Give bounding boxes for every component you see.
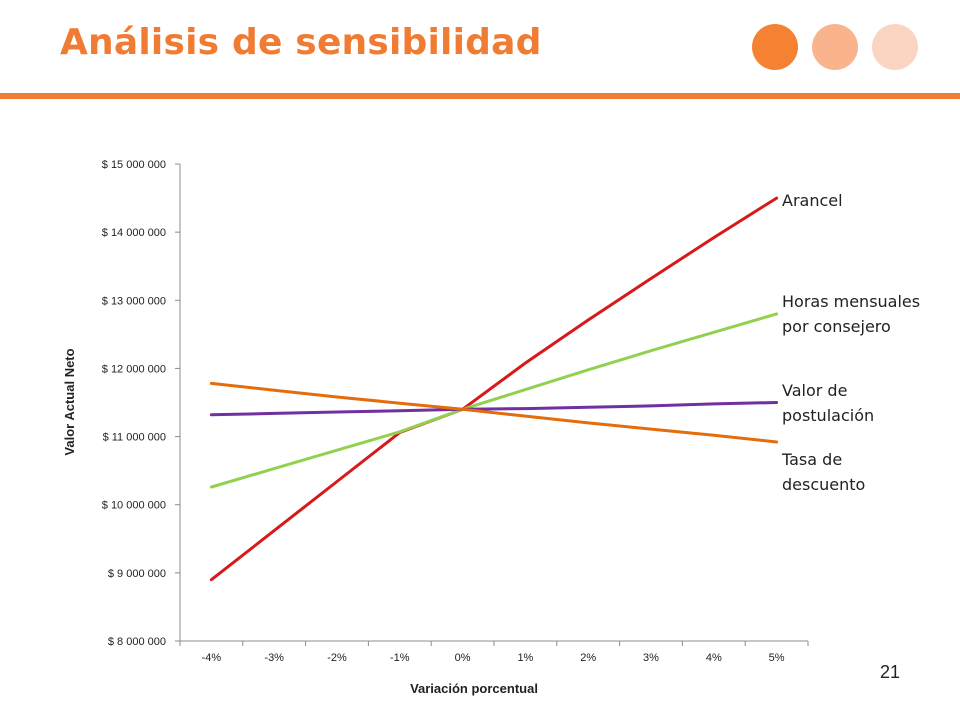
series-label-arancel: Arancel	[782, 191, 843, 210]
decorative-circle-medium	[812, 24, 858, 70]
series-label-horas-mensuales-por-consejero: Horas mensuales por consejero	[782, 292, 920, 336]
y-tick-label: $ 10 000 000	[102, 500, 166, 512]
series-lines	[209, 196, 779, 582]
series-label-tasa-de-descuento: Tasa de descuento	[781, 450, 865, 494]
x-tick-label: 5%	[769, 652, 785, 664]
series-line-horas-mensuales-por-consejero	[209, 312, 779, 489]
series-labels: Arancel Horas mensuales por consejero Valor…	[781, 191, 920, 494]
y-tick-label: $ 11 000 000	[103, 432, 166, 444]
series-line-tasa-de-descuento	[209, 381, 779, 444]
x-tick-label: 2%	[580, 652, 596, 664]
y-axis-ticks: $ 8 000 000 $ 9 000 000 $ 10 000 000 $ 11 0…	[102, 159, 180, 648]
slide-title: Análisis de sensibilidad	[60, 22, 542, 63]
y-tick-label: $ 15 000 000	[102, 159, 166, 171]
y-tick-label: $ 9 000 000	[108, 568, 166, 580]
y-axis-title: Valor Actual Neto	[62, 348, 77, 455]
y-tick-label: $ 14 000 000	[102, 227, 166, 239]
series-line-valor-de-postulacion	[209, 401, 779, 417]
x-tick-label: -1%	[390, 652, 410, 664]
y-tick-label: $ 8 000 000	[108, 636, 166, 648]
x-tick-label: 0%	[455, 652, 471, 664]
series-line-arancel	[209, 196, 779, 582]
x-tick-label: -4%	[202, 652, 222, 664]
decorative-circle-dark	[752, 24, 798, 70]
x-tick-label: -3%	[264, 652, 284, 664]
x-tick-label: 3%	[643, 652, 659, 664]
y-tick-label: $ 12 000 000	[102, 363, 166, 375]
page-number: 21	[880, 662, 901, 682]
x-tick-label: 1%	[517, 652, 533, 664]
x-tick-label: -2%	[327, 652, 347, 664]
x-axis-ticks: -4% -3% -2% -1% 0% 1% 2% 3% 4% 5%	[179, 641, 809, 664]
y-tick-label: $ 13 000 000	[102, 295, 166, 307]
series-label-valor-de-postulacion: Valor de postulación	[782, 381, 874, 425]
decorative-circle-light	[872, 24, 918, 70]
x-tick-label: 4%	[706, 652, 722, 664]
title-divider	[0, 93, 960, 99]
x-axis-title: Variación porcentual	[410, 681, 538, 696]
